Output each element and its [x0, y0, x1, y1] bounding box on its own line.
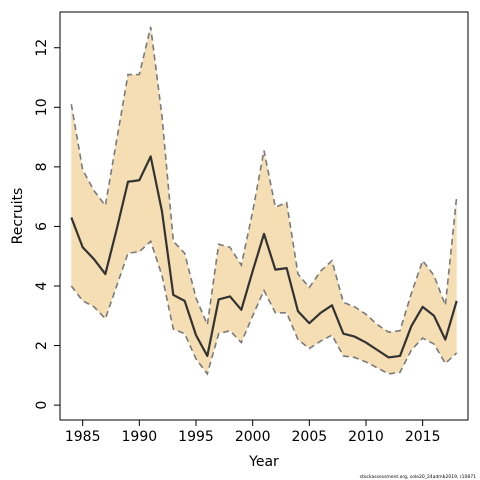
y-axis-title: Recruits — [10, 188, 26, 245]
upper-bound-line — [70, 26, 458, 333]
lower-bound-line — [70, 239, 458, 376]
y-tick-label: 4 — [34, 281, 50, 290]
x-tick-label: 2005 — [292, 429, 328, 445]
x-tick-label: 1990 — [122, 429, 158, 445]
x-axis-title: Year — [248, 454, 279, 470]
x-tick-label: 2010 — [348, 429, 384, 445]
x-tick-label: 2015 — [405, 429, 441, 445]
y-tick-label: 2 — [34, 341, 50, 350]
y-tick-label: 6 — [34, 222, 50, 231]
footnote: stockassessment.org, sole20_24admb2019, … — [360, 474, 476, 480]
recruits-estimate-line — [70, 155, 458, 359]
x-tick-label: 1985 — [65, 429, 101, 445]
x-tick-label: 2000 — [235, 429, 271, 445]
plot-area — [70, 26, 458, 376]
confidence-band — [71, 26, 457, 374]
y-tick-label: 8 — [34, 162, 50, 171]
y-tick-label: 12 — [34, 39, 50, 57]
y-tick-label: 0 — [34, 401, 50, 410]
y-tick-label: 10 — [34, 98, 50, 116]
y-axis: 0 2 4 6 8 10 12 — [34, 39, 60, 410]
x-tick-label: 1995 — [178, 429, 214, 445]
x-axis: 1985 1990 1995 2000 2005 2010 2015 — [65, 419, 441, 445]
